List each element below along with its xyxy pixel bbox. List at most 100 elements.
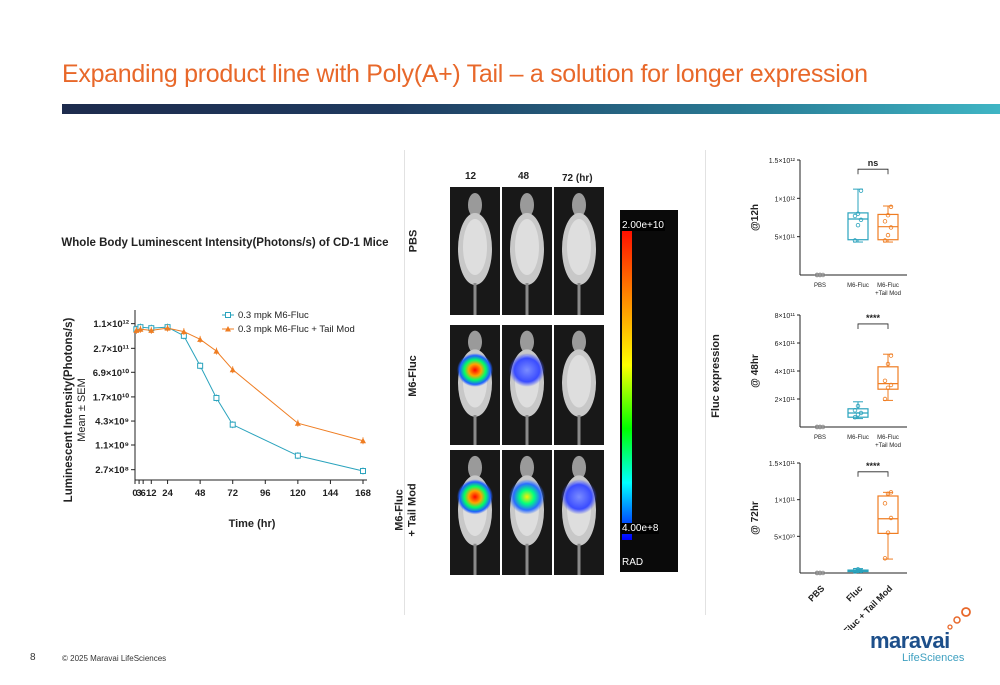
data-point-fluc bbox=[294, 452, 301, 459]
data-point bbox=[814, 272, 820, 278]
data-point bbox=[888, 204, 894, 209]
box-y-tick-label: 1.5×10¹¹ bbox=[769, 461, 796, 468]
data-point bbox=[817, 272, 823, 278]
data-point bbox=[820, 570, 826, 576]
box-x-label: M6-Fluc +Tail Mod bbox=[875, 283, 901, 297]
data-point bbox=[882, 501, 888, 506]
data-point-fluc bbox=[213, 394, 220, 401]
data-point bbox=[882, 556, 888, 561]
data-point bbox=[855, 403, 861, 409]
data-point bbox=[888, 490, 894, 495]
title-gradient-bar bbox=[62, 104, 1000, 114]
slide-title: Expanding product line with Poly(A+) Tai… bbox=[62, 60, 868, 88]
luminescence-signal bbox=[509, 479, 545, 515]
y-tick-label: 1.1×10¹² bbox=[93, 319, 129, 330]
data-point bbox=[817, 570, 823, 576]
box-x-label: M6-Fluc bbox=[847, 435, 869, 441]
shared-axis-label: Fluc expression bbox=[709, 334, 722, 418]
x-tick-label: 144 bbox=[322, 488, 339, 499]
data-point bbox=[882, 396, 888, 402]
data-point bbox=[885, 232, 891, 238]
mouse-image-r1-c1 bbox=[502, 325, 552, 445]
box-panel-label: @ 48hr bbox=[750, 354, 761, 388]
legend-marker-tail bbox=[225, 326, 231, 332]
data-point bbox=[888, 225, 894, 230]
colorbar: 2.00e+10 4.00e+8 RAD bbox=[620, 210, 678, 572]
x-tick-label: 6 bbox=[140, 488, 145, 499]
data-point-tail bbox=[164, 325, 171, 331]
box-y-tick-label: 8×10¹¹ bbox=[775, 313, 796, 320]
mouse-image-r0-c0 bbox=[450, 187, 500, 315]
y-tick-label: 1.7×10¹⁰ bbox=[93, 392, 129, 403]
data-point bbox=[882, 219, 888, 224]
data-point bbox=[852, 213, 858, 219]
series-line-0 bbox=[136, 326, 364, 472]
luminescence-signal bbox=[457, 353, 493, 387]
box-charts: 5×10¹¹ 1×10¹² 1.5×10¹² @12h PBS M6-Fluc M6-Flu… bbox=[750, 158, 907, 630]
data-point bbox=[885, 530, 891, 535]
x-tick-label: 3 bbox=[136, 488, 141, 499]
row-label-pbs: PBS bbox=[407, 229, 420, 253]
colorbar-unit-label: RAD bbox=[622, 557, 644, 568]
data-point bbox=[814, 424, 820, 430]
y-tick-label: 2.7×10⁸ bbox=[95, 465, 129, 476]
data-point bbox=[855, 567, 861, 572]
box bbox=[877, 495, 899, 535]
significance-bracket bbox=[857, 471, 889, 477]
data-point bbox=[852, 238, 858, 243]
line-chart: Whole Body Luminescent Intensity(Photons… bbox=[61, 237, 388, 530]
data-point bbox=[888, 353, 894, 358]
divider-left bbox=[404, 150, 405, 615]
colorbar-min-label: 4.00e+8 bbox=[621, 523, 660, 534]
chart-title: Whole Body Luminescent Intensity(Photons… bbox=[61, 237, 388, 249]
x-tick-label: 120 bbox=[290, 488, 306, 499]
mouse-image-r1-c2 bbox=[554, 325, 604, 445]
data-point-tail bbox=[229, 366, 236, 373]
box-x-label: PBS bbox=[814, 435, 826, 441]
mouse-image-r2-c2 bbox=[554, 450, 604, 575]
box-x-label: PBS bbox=[814, 283, 826, 289]
box-x-label: PBS bbox=[806, 583, 826, 603]
data-point-tail bbox=[197, 336, 204, 342]
mouse-silhouette bbox=[458, 455, 492, 575]
maravai-logo: maravai LifeSciences bbox=[870, 606, 980, 668]
data-point bbox=[858, 217, 864, 222]
x-tick-label: 0 bbox=[132, 488, 137, 499]
data-point bbox=[855, 568, 861, 573]
data-point bbox=[852, 569, 858, 574]
box-y-tick-label: 2×10¹¹ bbox=[775, 397, 796, 404]
box-x-label: M6-Fluc +Tail Mod bbox=[875, 435, 901, 449]
mouse-silhouette bbox=[562, 193, 596, 315]
data-point bbox=[820, 424, 826, 430]
box-y-tick-label: 1.5×10¹² bbox=[769, 158, 796, 165]
box bbox=[847, 212, 869, 241]
x-tick-label: 24 bbox=[162, 488, 173, 499]
mouse-silhouette bbox=[458, 330, 492, 445]
logo-main: maravai bbox=[870, 628, 950, 653]
mouse-image-r2-c0 bbox=[450, 450, 500, 575]
data-point bbox=[885, 212, 891, 218]
y-tick-label: 2.7×10¹¹ bbox=[93, 344, 129, 355]
legend: 0.3 mpk M6-Fluc 0.3 mpk M6-Fluc + Tail M… bbox=[222, 310, 355, 335]
data-point bbox=[882, 378, 888, 383]
logo-circles-icon bbox=[947, 607, 971, 630]
y-axis-label: Luminescent Intensity(Photons/s) bbox=[63, 318, 75, 503]
significance-bracket bbox=[857, 323, 889, 329]
data-point bbox=[852, 408, 858, 413]
data-point bbox=[885, 361, 891, 367]
box bbox=[877, 366, 899, 390]
data-point bbox=[855, 222, 861, 228]
page-number: 8 bbox=[30, 652, 36, 663]
colorbar-max-label: 2.00e+10 bbox=[621, 220, 665, 231]
y-tick-label: 1.1×10⁹ bbox=[95, 440, 129, 451]
timepoint-label-12: 12 bbox=[465, 171, 477, 182]
luminescence-signal bbox=[561, 479, 597, 515]
copyright: © 2025 Maravai LifeSciences bbox=[62, 654, 167, 663]
data-point-tail bbox=[180, 328, 187, 335]
significance-label: **** bbox=[866, 461, 881, 471]
mouse-image-r0-c1 bbox=[502, 187, 552, 315]
data-point-fluc bbox=[197, 362, 204, 369]
x-tick-label: 12 bbox=[146, 488, 157, 499]
box-y-tick-label: 5×10¹⁰ bbox=[774, 533, 795, 541]
x-tick-label: 168 bbox=[355, 488, 371, 499]
